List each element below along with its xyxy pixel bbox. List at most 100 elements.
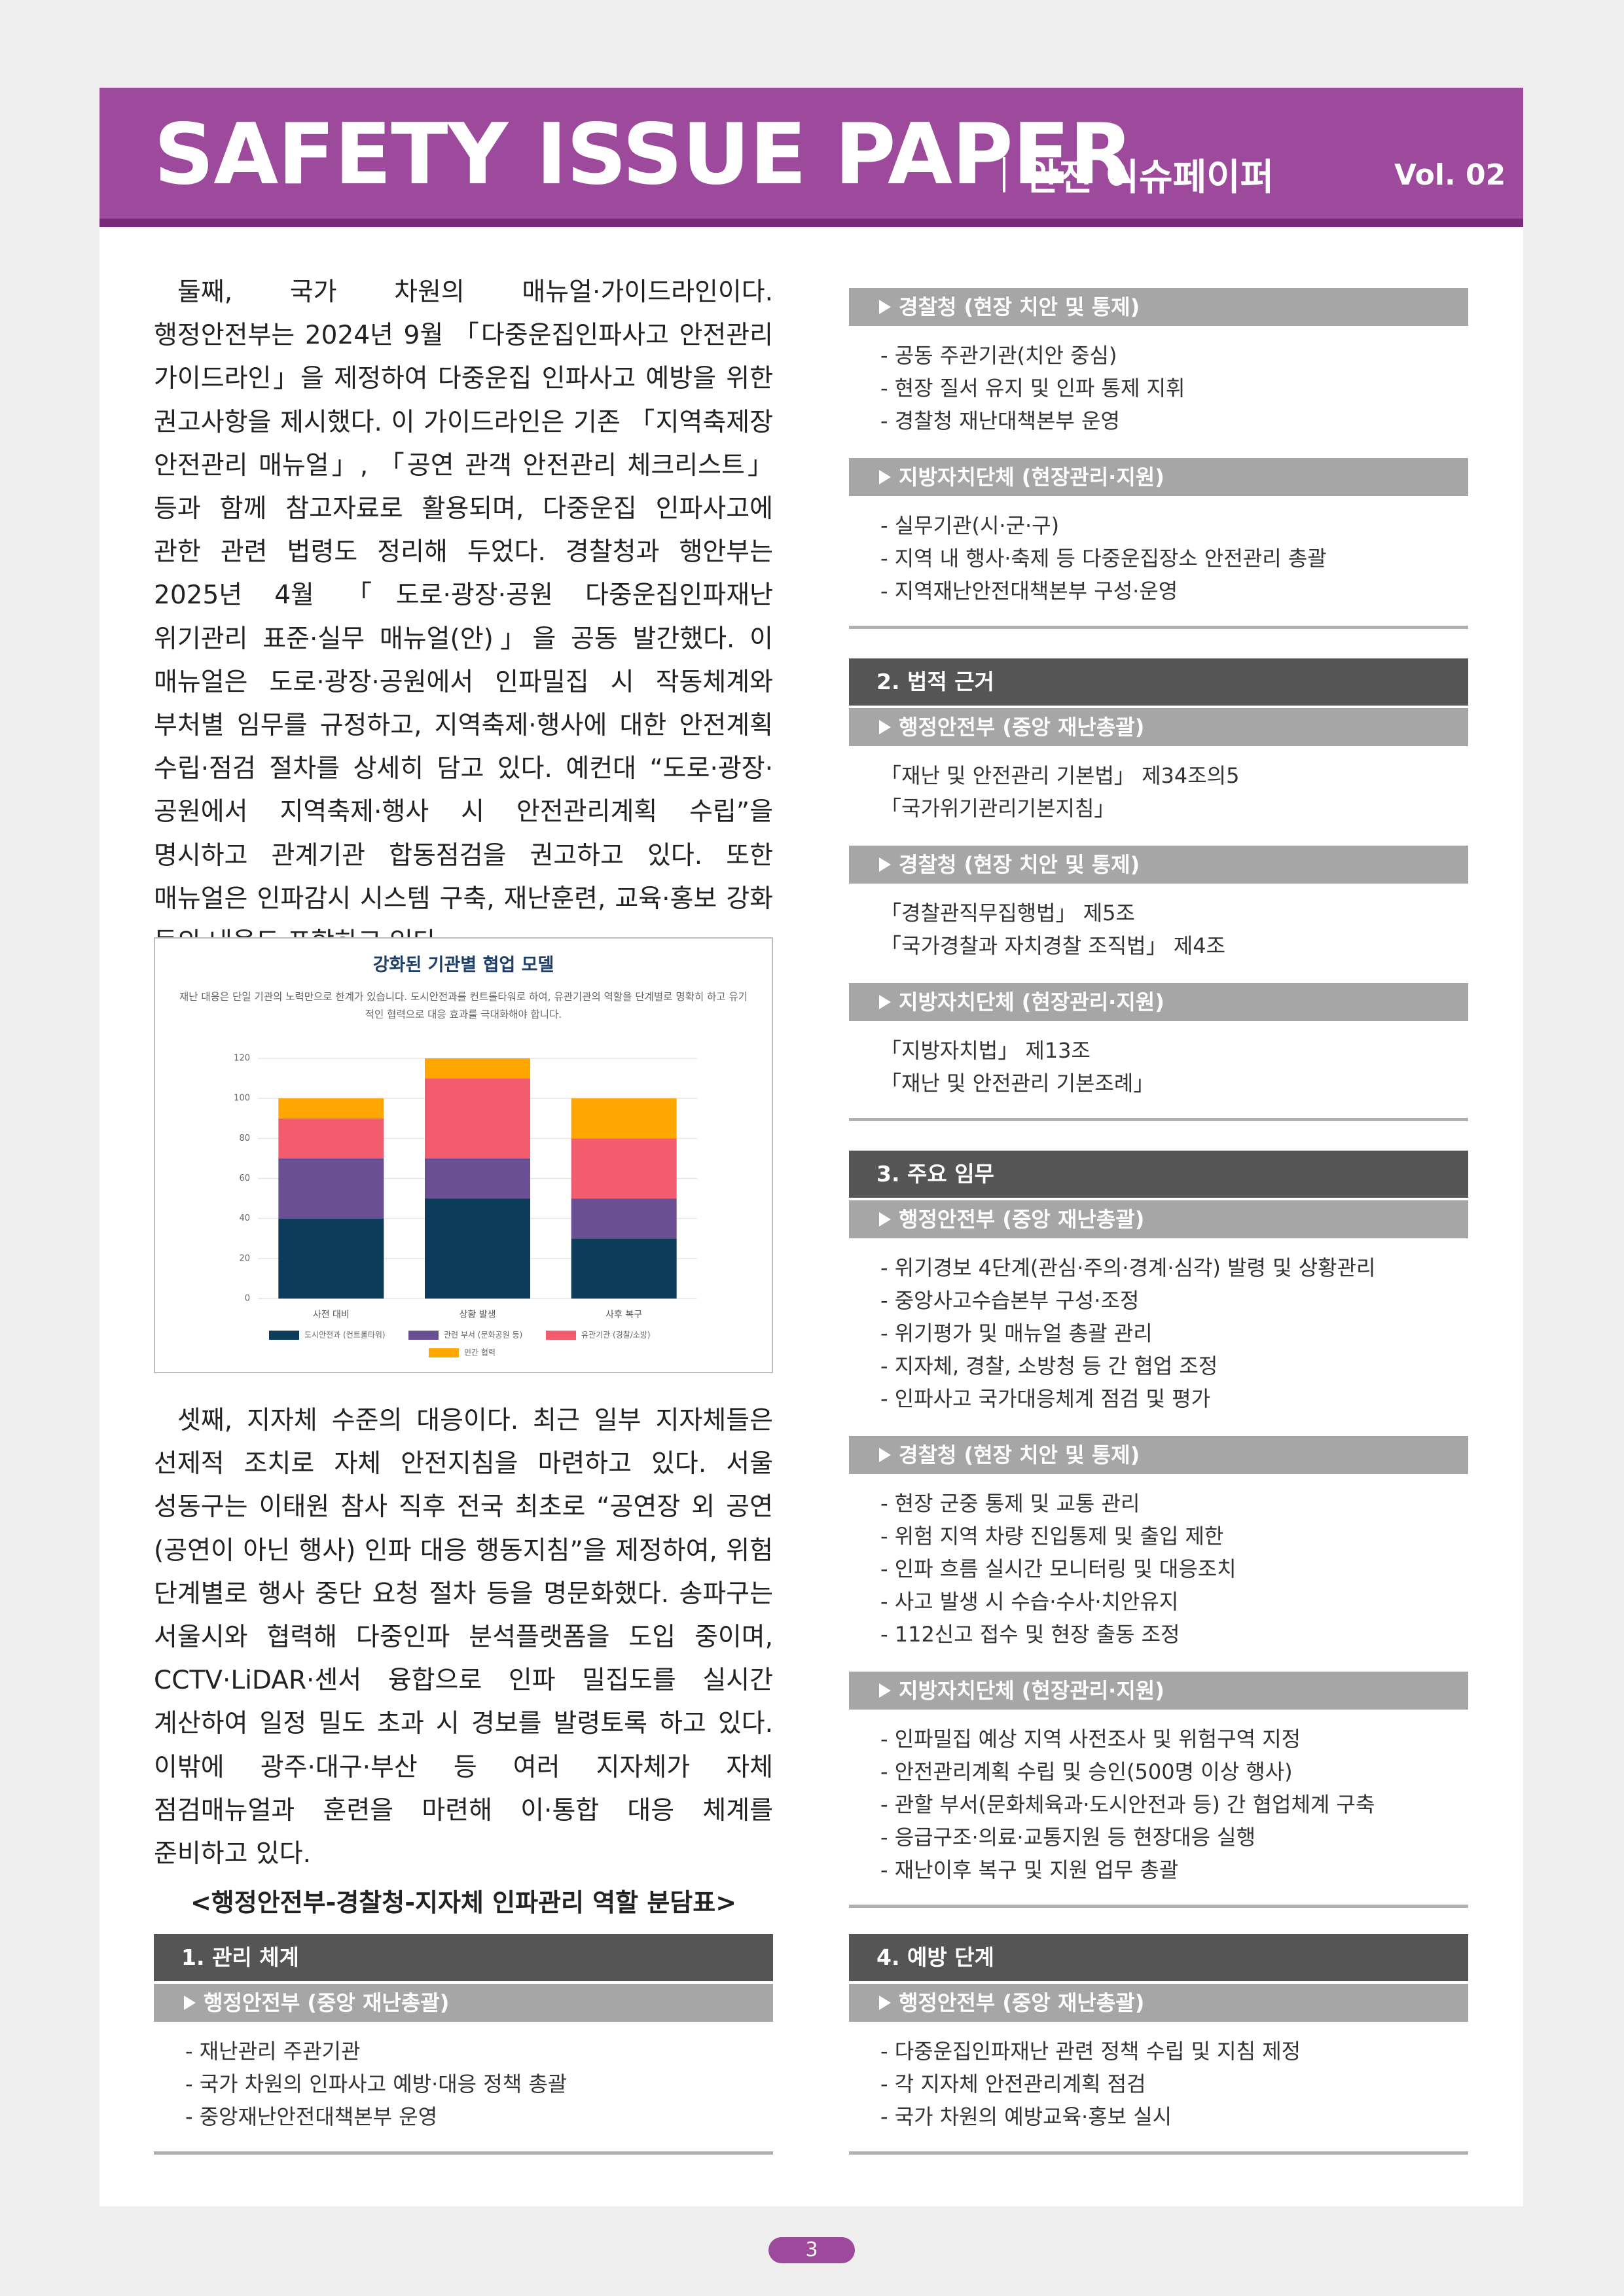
legend-swatch <box>269 1331 299 1340</box>
item-list: 「경찰관직무집행법」 제5조 「국가경찰과 자치경찰 조직법」 제4조 <box>849 884 1468 980</box>
bar-segment <box>571 1198 677 1239</box>
section-header: 4. 예방 단계 <box>849 1934 1468 1981</box>
bar-segment <box>571 1238 677 1299</box>
x-tick-label: 사후 복구 <box>605 1310 642 1320</box>
list-item: - 위기평가 및 매뉴얼 총괄 관리 <box>880 1321 1153 1346</box>
spacer <box>849 1121 1468 1151</box>
x-tick-label: 상황 발생 <box>460 1310 496 1320</box>
list-item: 「재난 및 안전관리 기본법」 제34조의5 <box>880 763 1240 788</box>
y-tick-label: 20 <box>239 1253 250 1263</box>
y-tick-label: 100 <box>234 1094 250 1103</box>
header: SAFETY ISSUE PAPER 안전 이슈페이퍼 Vol. 02 <box>99 88 1523 227</box>
list-item: - 재난이후 복구 및 지원 업무 총괄 <box>880 1857 1179 1882</box>
list-item: - 위험 지역 차량 진입통제 및 출입 제한 <box>880 1524 1224 1549</box>
section-end-line <box>154 2151 773 2155</box>
list-item: 「경찰관직무집행법」 제5조 <box>880 901 1135 925</box>
section-end-line <box>849 2151 1468 2155</box>
legend-swatch <box>429 1348 459 1357</box>
bar-segment <box>278 1158 384 1219</box>
agency-bar: 지방자치단체 (현장관리·지원) <box>849 983 1468 1021</box>
volume: Vol. 02 <box>1394 158 1506 192</box>
list-item: - 다중운집인파재난 관련 정책 수립 및 지침 제정 <box>880 2039 1301 2064</box>
section-end-line <box>849 1905 1468 1908</box>
item-list: - 재난관리 주관기관 - 국가 차원의 인파사고 예방·대응 정책 총괄 - 중앙… <box>154 2022 773 2151</box>
item-list: - 공동 주관기관(치안 중심) - 현장 질서 유지 및 인파 통제 지휘 - 경… <box>849 326 1468 456</box>
list-item: - 중앙사고수습본부 구성·조정 <box>880 1288 1140 1313</box>
list-item: - 현장 질서 유지 및 인파 통제 지휘 <box>880 376 1185 401</box>
agency-bar: 행정안전부 (중앙 재난총괄) <box>849 1984 1468 2022</box>
bar-segment <box>425 1158 530 1199</box>
bar-segment <box>425 1198 530 1299</box>
legend-swatch <box>546 1331 576 1340</box>
bar-segment <box>278 1098 384 1119</box>
legend-swatch <box>408 1331 439 1340</box>
item-list: 「재난 및 안전관리 기본법」 제34조의5 「국가위기관리기본지침」 <box>849 746 1468 843</box>
chart-subtitle: 재난 대응은 단일 기관의 노력만으로 한계가 있습니다. 도시안전과를 컨트롤… <box>179 991 748 1020</box>
list-item: - 응급구조·의료·교통지원 등 현장대응 실행 <box>880 1825 1256 1850</box>
list-item: - 위기경보 4단계(관심·주의·경계·심각) 발령 및 상황관리 <box>880 1255 1376 1280</box>
paragraph-block: 셋째, 지자체 수준의 대응이다. 최근 일부 지자체들은 선제적 조치로 자체… <box>154 1399 773 1876</box>
item-list: - 위기경보 4단계(관심·주의·경계·심각) 발령 및 상황관리 - 중앙사고수… <box>849 1238 1468 1433</box>
y-tick-label: 0 <box>245 1294 250 1304</box>
list-item: - 국가 차원의 예방교육·홍보 실시 <box>880 2104 1172 2129</box>
list-item: - 인파사고 국가대응체계 점검 및 평가 <box>880 1386 1211 1411</box>
item-list: 「지방자치법」 제13조 「재난 및 안전관리 기본조례」 <box>849 1021 1468 1118</box>
list-item: - 지역 내 행사·축제 등 다중운집장소 안전관리 총괄 <box>880 546 1327 571</box>
bar-segment <box>571 1138 677 1199</box>
list-item: - 사고 발생 시 수습·수사·치안유지 <box>880 1589 1179 1614</box>
item-list: - 실무기관(시·군·구) - 지역 내 행사·축제 등 다중운집장소 안전관리 … <box>849 496 1468 626</box>
list-item: - 경찰청 재난대책본부 운영 <box>880 408 1120 433</box>
spacer <box>849 629 1468 658</box>
list-item: - 국가 차원의 인파사고 예방·대응 정책 총괄 <box>185 2072 568 2096</box>
list-item: - 112신고 접수 및 현장 출동 조정 <box>880 1622 1180 1647</box>
y-tick-label: 40 <box>239 1213 250 1223</box>
list-item: - 실무기관(시·군·구) <box>880 513 1060 538</box>
list-item: - 공동 주관기관(치안 중심) <box>880 343 1117 368</box>
y-tick-label: 60 <box>239 1174 250 1183</box>
bar-segment <box>425 1078 530 1158</box>
table-title: <행정안전부-경찰청-지자체 인파관리 역할 분담표> <box>190 1888 737 1917</box>
legend-label: 관련 부서 (문화공원 등) <box>444 1331 522 1340</box>
page-number: 3 <box>768 2237 855 2263</box>
bar-segment <box>425 1058 530 1079</box>
list-item: - 인파 흐름 실시간 모니터링 및 대응조치 <box>880 1556 1236 1581</box>
y-tick-label: 120 <box>234 1054 250 1064</box>
agency-bar: 경찰청 (현장 치안 및 통제) <box>849 846 1468 884</box>
role-table-left: 1. 관리 체계 행정안전부 (중앙 재난총괄) - 재난관리 주관기관 - 국가 차… <box>154 1934 773 2155</box>
list-item: - 지역재난안전대책본부 구성·운영 <box>880 579 1178 603</box>
header-subtitle: 안전 이슈페이퍼 <box>1003 148 1274 201</box>
agency-bar: 행정안전부 (중앙 재난총괄) <box>849 708 1468 746</box>
bar-segment <box>278 1118 384 1158</box>
list-item: - 현장 군중 통제 및 교통 관리 <box>880 1491 1140 1516</box>
agency-bar: 경찰청 (현장 치안 및 통제) <box>849 1436 1468 1474</box>
agency-bar: 행정안전부 (중앙 재난총괄) <box>849 1200 1468 1238</box>
section-end-line <box>849 626 1468 629</box>
list-item: - 재난관리 주관기관 <box>185 2039 361 2064</box>
item-list: - 인파밀집 예상 지역 사전조사 및 위험구역 지정 - 안전관리계획 수립 및… <box>849 1710 1468 1905</box>
section-header: 2. 법적 근거 <box>849 658 1468 706</box>
list-item: 「지방자치법」 제13조 <box>880 1038 1091 1063</box>
list-item: - 지자체, 경찰, 소방청 등 간 협업 조정 <box>880 1354 1218 1378</box>
agency-bar: 지방자치단체 (현장관리·지원) <box>849 1672 1468 1710</box>
list-item: 「국가경찰과 자치경찰 조직법」 제4조 <box>880 933 1226 958</box>
x-tick-label: 사전 대비 <box>313 1310 350 1320</box>
item-list: - 다중운집인파재난 관련 정책 수립 및 지침 제정 - 각 지자체 안전관리계… <box>849 2022 1468 2151</box>
legend-label: 유관기관 (경찰/소방) <box>581 1331 651 1340</box>
list-item: - 인파밀집 예상 지역 사전조사 및 위험구역 지정 <box>880 1727 1301 1751</box>
section-header: 3. 주요 임무 <box>849 1151 1468 1198</box>
list-item: 「재난 및 안전관리 기본조례」 <box>880 1071 1155 1096</box>
role-table-right-bottom: 4. 예방 단계 행정안전부 (중앙 재난총괄) - 다중운집인파재난 관련 정책 … <box>849 1934 1468 2155</box>
paragraph: 셋째, 지자체 수준의 대응이다. 최근 일부 지자체들은 선제적 조치로 자체… <box>154 1406 773 1869</box>
list-item: - 각 지자체 안전관리계획 점검 <box>880 2072 1146 2096</box>
list-item: - 관할 부서(문화체육과·도시안전과 등) 간 협업체계 구축 <box>880 1792 1375 1817</box>
list-item: - 안전관리계획 수립 및 승인(500명 이상 행사) <box>880 1759 1293 1784</box>
chart-box: 강화된 기관별 협업 모델 재난 대응은 단일 기관의 노력만으로 한계가 있습… <box>154 937 773 1373</box>
legend-label: 도시안전과 (컨트롤타워) <box>304 1331 386 1340</box>
agency-bar: 행정안전부 (중앙 재난총괄) <box>154 1984 773 2022</box>
item-list: - 현장 군중 통제 및 교통 관리 - 위험 지역 차량 진입통제 및 출입 제… <box>849 1474 1468 1669</box>
y-tick-label: 80 <box>239 1134 250 1143</box>
list-item: - 중앙재난안전대책본부 운영 <box>185 2104 438 2129</box>
